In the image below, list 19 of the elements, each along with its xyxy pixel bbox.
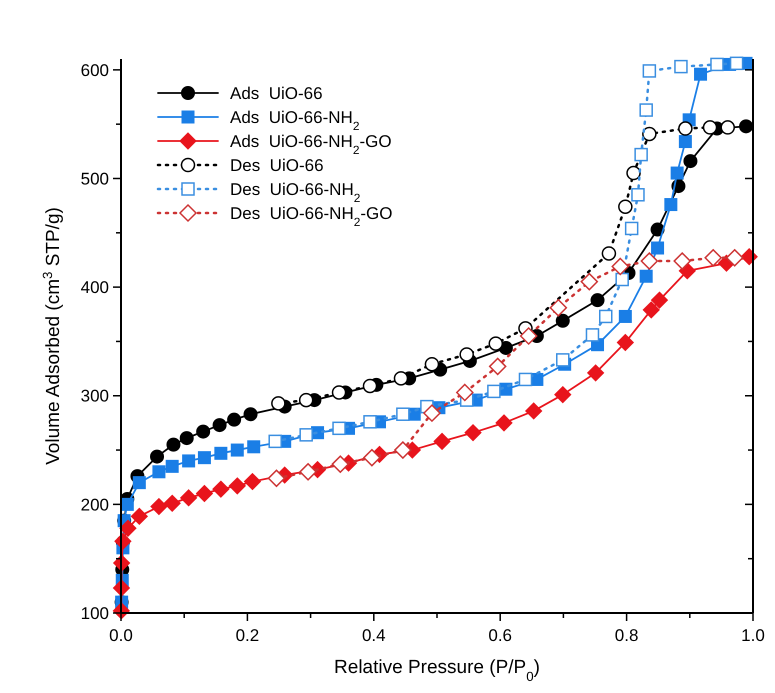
- legend-label: Des UiO-66: [230, 156, 324, 175]
- x-tick-label: 0.4: [362, 626, 386, 645]
- x-tick-label: 1.0: [741, 626, 765, 645]
- y-tick-label: 200: [80, 495, 109, 514]
- x-axis-title: Relative Pressure (P/P$_{0}$): [334, 657, 540, 684]
- x-tick-label: 0.0: [109, 626, 133, 645]
- legend-label: Ads UiO-66-NH$_{2}$-GO: [230, 132, 392, 157]
- y-tick-label: 500: [80, 169, 109, 188]
- legend-label: Des UiO-66-NH$_{2}$: [230, 180, 361, 205]
- x-tick-label: 0.8: [614, 626, 638, 645]
- y-tick-label: 600: [80, 60, 109, 80]
- legend-label: Des UiO-66-NH$_{2}$-GO: [230, 204, 392, 229]
- y-tick-label: 400: [80, 278, 109, 298]
- x-tick-label: 0.2: [236, 626, 260, 645]
- x-tick-label: 0.6: [488, 626, 512, 645]
- legend-label: Ads UiO-66-NH$_{2}$: [230, 108, 360, 133]
- y-tick-label: 100: [80, 604, 109, 623]
- legend-label: Ads UiO-66: [230, 84, 323, 103]
- y-tick-label: 300: [80, 386, 109, 406]
